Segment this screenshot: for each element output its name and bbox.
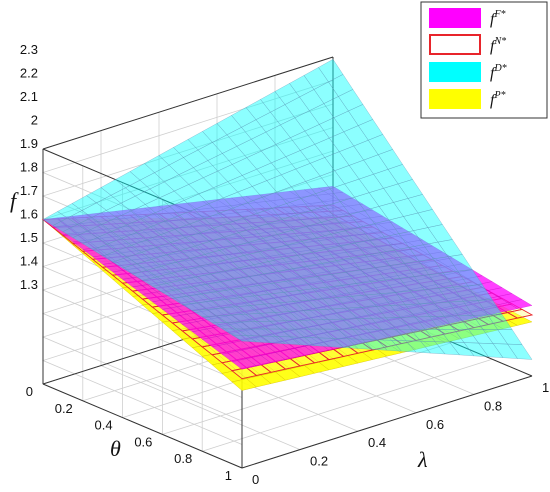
- y-axis-title: θ: [110, 436, 121, 461]
- x-tick-label: 0.4: [368, 435, 386, 450]
- z-tick-label: 2.1: [20, 89, 38, 104]
- legend-swatch: [429, 8, 481, 28]
- legend-label: fF*: [490, 9, 506, 28]
- legend-swatch: [429, 89, 481, 109]
- z-tick-label: 1.6: [20, 207, 38, 222]
- z-tick-label: 1.9: [20, 136, 38, 151]
- surface-cell: [507, 343, 533, 360]
- legend-entry: fN*: [429, 34, 506, 55]
- z-tick-label: 1.4: [20, 254, 38, 269]
- legend-label: fP*: [490, 90, 506, 109]
- z-axis-title: f: [10, 188, 19, 213]
- tick-labels: 1.3 1.4 1.5 1.6 1.7 1.8 1.9 2 2.1 2.2 2.3 0 0.2 0.4 0.…: [20, 42, 549, 487]
- x-tick-label: 0.2: [310, 454, 328, 469]
- floor-gridline: [100, 365, 301, 450]
- y-tick-label: 0.8: [174, 451, 192, 466]
- legend-swatch: [429, 34, 481, 55]
- y-tick-label: 0: [26, 384, 33, 399]
- y-tick-label: 0.2: [55, 401, 73, 416]
- axis-edge: [42, 56, 334, 150]
- x-tick-label: 0.6: [426, 417, 444, 432]
- legend-swatch: [429, 62, 481, 82]
- legend-entry: fF*: [429, 8, 506, 28]
- axis-edge: [42, 383, 243, 469]
- z-tick-label: 2: [31, 113, 38, 128]
- floor-gridline: [202, 358, 493, 452]
- x-tick-label: 0: [252, 472, 259, 487]
- z-tick-label: 1.8: [20, 160, 38, 175]
- y-tick-label: 1: [225, 468, 232, 483]
- axis-edge: [241, 375, 533, 469]
- z-tick-label: 2.2: [20, 66, 38, 81]
- legend-label: fN*: [490, 36, 506, 55]
- z-tick-label: 1.7: [20, 183, 38, 198]
- surface-cell: [506, 308, 534, 319]
- legend-label: fD*: [490, 63, 507, 82]
- x-axis-title: λ: [417, 447, 428, 472]
- legend-entry: fD*: [429, 62, 507, 82]
- surface-fD*: [42, 58, 533, 360]
- z-tick-label: 1.5: [20, 230, 38, 245]
- x-tick-label: 0.8: [484, 398, 502, 413]
- y-tick-label: 0.4: [95, 418, 113, 433]
- z-tick-label: 1.3: [20, 277, 38, 292]
- surfaces: [41, 58, 534, 391]
- legend-entry: fP*: [429, 89, 506, 109]
- legend: fF* fN* fD* fP*: [420, 1, 548, 119]
- floor-gridline: [162, 342, 453, 435]
- z-tick-label: 2.3: [20, 42, 38, 57]
- y-tick-label: 0.6: [134, 434, 152, 449]
- floor-gridline: [158, 346, 359, 432]
- x-tick-label: 1: [542, 380, 549, 395]
- surface-cell: [507, 299, 533, 309]
